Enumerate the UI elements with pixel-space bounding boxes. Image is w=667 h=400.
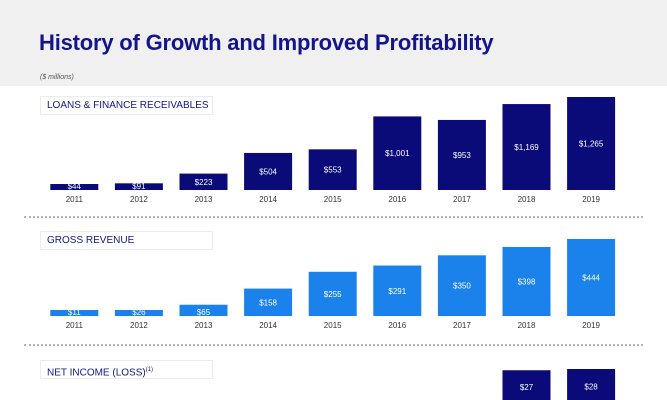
bar (437, 119, 486, 190)
x-tick-label: 2012 (130, 321, 148, 330)
bar (567, 239, 616, 316)
bar (567, 369, 616, 400)
data-label: $44 (68, 182, 82, 191)
data-label: $11 (68, 308, 81, 317)
x-tick-label: 2019 (582, 195, 600, 204)
data-label: $27 (520, 383, 534, 392)
x-tick-label: 2015 (324, 321, 342, 330)
data-label: $158 (259, 298, 277, 307)
bar (502, 370, 551, 400)
x-tick-label: 2015 (324, 195, 342, 204)
x-tick-label: 2018 (518, 195, 536, 204)
x-tick-label: 2014 (259, 195, 277, 204)
data-label: $444 (582, 274, 600, 283)
x-tick-label: 2014 (259, 321, 277, 330)
bar (373, 265, 422, 316)
data-label: $65 (197, 308, 211, 317)
bar (567, 97, 616, 190)
x-tick-label: 2017 (453, 321, 471, 330)
x-tick-label: 2018 (518, 321, 536, 330)
bar (244, 288, 293, 316)
data-label: $350 (453, 282, 471, 291)
bar (308, 271, 357, 316)
net-income-title-text: NET INCOME (LOSS) (47, 367, 146, 379)
data-label: $398 (518, 277, 536, 286)
units-note: ($ millions) (40, 74, 74, 81)
bar (179, 304, 228, 316)
data-label: $1,169 (514, 143, 539, 152)
net-income-footnote-marker: (1) (145, 367, 154, 373)
header-band (0, 0, 667, 86)
bar (179, 173, 228, 190)
revenue-chart-title: GROSS REVENUE (40, 231, 213, 250)
data-label: $953 (453, 151, 471, 160)
bar (50, 310, 99, 316)
x-tick-label: 2011 (66, 195, 84, 204)
data-label: $223 (195, 178, 213, 187)
net-income-chart: $27 $28 (502, 369, 616, 400)
page-title: History of Growth and Improved Profitabi… (39, 30, 494, 55)
data-label: $1,265 (579, 140, 604, 149)
x-tick-label: 2012 (130, 195, 148, 204)
loans-chart: $44 2011 $91 2012 $223 2013 $504 2014 $553 2015 $1… (50, 97, 616, 204)
x-tick-label: 2016 (388, 321, 406, 330)
x-tick-label: 2017 (453, 195, 471, 204)
data-label: $291 (388, 287, 406, 296)
bar (114, 183, 163, 190)
bar (308, 149, 357, 190)
x-tick-label: 2013 (195, 321, 213, 330)
bar (114, 310, 163, 316)
data-label: $28 (584, 383, 598, 392)
x-tick-label: 2011 (66, 321, 84, 330)
net-income-chart-panel: NET INCOME (LOSS)(1) $27 $28 (0, 352, 667, 400)
bar (437, 255, 486, 316)
data-label: $1,001 (385, 149, 410, 158)
x-tick-label: 2016 (388, 195, 406, 204)
x-tick-label: 2013 (195, 195, 213, 204)
net-income-chart-title: NET INCOME (LOSS)(1) (40, 360, 213, 379)
revenue-chart-panel: GROSS REVENUE $11 2011 $26 2012 $65 2013 $158 2… (0, 223, 667, 343)
revenue-chart: $11 2011 $26 2012 $65 2013 $158 2014 $255 2015 $29… (50, 239, 616, 330)
data-label: $91 (132, 182, 146, 191)
data-label: $26 (132, 308, 146, 317)
data-label: $255 (324, 290, 342, 299)
loans-chart-title: LOANS & FINANCE RECEIVABLES (40, 96, 213, 115)
x-tick-label: 2019 (582, 321, 600, 330)
section-divider (24, 216, 643, 218)
data-label: $553 (324, 166, 342, 175)
bar (502, 246, 551, 316)
bar (502, 104, 551, 190)
bar (373, 116, 422, 190)
bar (50, 184, 99, 190)
data-label: $504 (259, 167, 277, 176)
loans-chart-panel: LOANS & FINANCE RECEIVABLES $44 2011 $91 20… (0, 88, 667, 216)
bar (244, 152, 293, 190)
section-divider (24, 344, 643, 346)
